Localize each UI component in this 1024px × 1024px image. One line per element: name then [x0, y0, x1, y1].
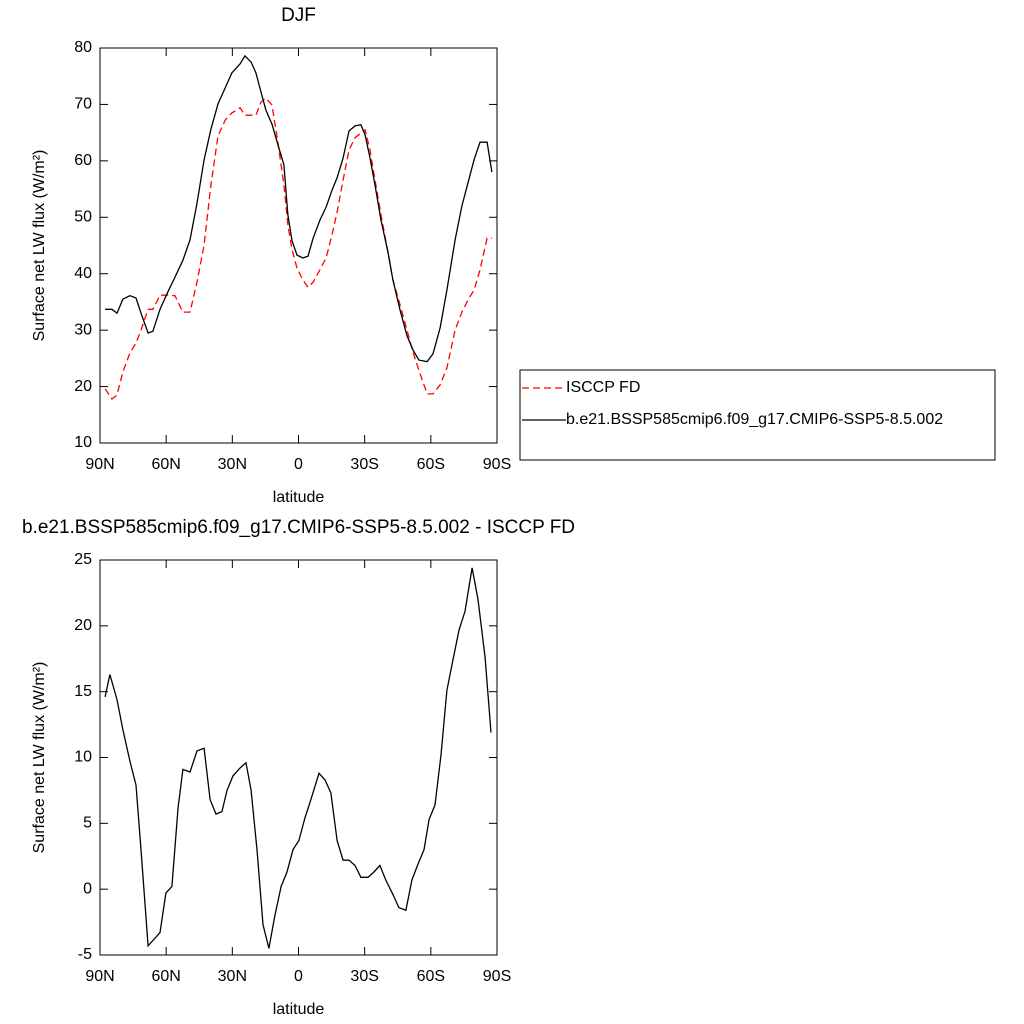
x-tick-label: 0 — [294, 456, 303, 473]
y-tick-label: 60 — [74, 152, 92, 169]
x-tick-label: 90N — [85, 968, 114, 985]
x-tick-label: 30N — [218, 456, 247, 473]
y-tick-label: 10 — [74, 434, 92, 451]
x-axis-label: latitude — [273, 489, 325, 506]
y-tick-label: 30 — [74, 321, 92, 338]
y-tick-label: 20 — [74, 617, 92, 634]
x-tick-label: 90S — [483, 456, 511, 473]
chart-title: b.e21.BSSP585cmip6.f09_g17.CMIP6-SSP5-8.… — [22, 517, 575, 538]
y-tick-label: 50 — [74, 209, 92, 226]
y-tick-label: 20 — [74, 378, 92, 395]
x-tick-label: 60S — [417, 968, 445, 985]
y-tick-label: 25 — [74, 551, 92, 568]
legend-label: b.e21.BSSP585cmip6.f09_g17.CMIP6-SSP5-8.… — [566, 411, 943, 428]
x-tick-label: 60N — [151, 968, 180, 985]
plot-frame — [99, 47, 498, 444]
legend-box — [519, 369, 996, 461]
x-tick-label: 30N — [218, 968, 247, 985]
data-line — [105, 54, 493, 363]
x-tick-label: 90N — [85, 456, 114, 473]
x-tick-label: 30S — [350, 968, 378, 985]
y-axis-label: Surface net LW flux (W/m²) — [31, 662, 48, 854]
y-tick-label: 70 — [74, 96, 92, 113]
y-tick-label: 0 — [83, 880, 92, 897]
x-tick-label: 60N — [151, 456, 180, 473]
legend-label: ISCCP FD — [566, 379, 640, 396]
y-axis-label: Surface net LW flux (W/m²) — [31, 150, 48, 342]
x-tick-label: 0 — [294, 968, 303, 985]
y-tick-label: 15 — [74, 683, 92, 700]
x-tick-label: 60S — [417, 456, 445, 473]
x-tick-label: 30S — [350, 456, 378, 473]
chart-title: DJF — [281, 5, 316, 26]
plot-frame — [99, 559, 498, 956]
x-axis-label: latitude — [273, 1001, 325, 1018]
y-tick-label: 10 — [74, 749, 92, 766]
x-tick-label: 90S — [483, 968, 511, 985]
y-tick-label: 5 — [83, 815, 92, 832]
data-line — [104, 97, 492, 400]
y-tick-label: 80 — [74, 39, 92, 56]
data-line — [104, 567, 492, 949]
y-tick-label: 40 — [74, 265, 92, 282]
y-tick-label: -5 — [78, 946, 92, 963]
